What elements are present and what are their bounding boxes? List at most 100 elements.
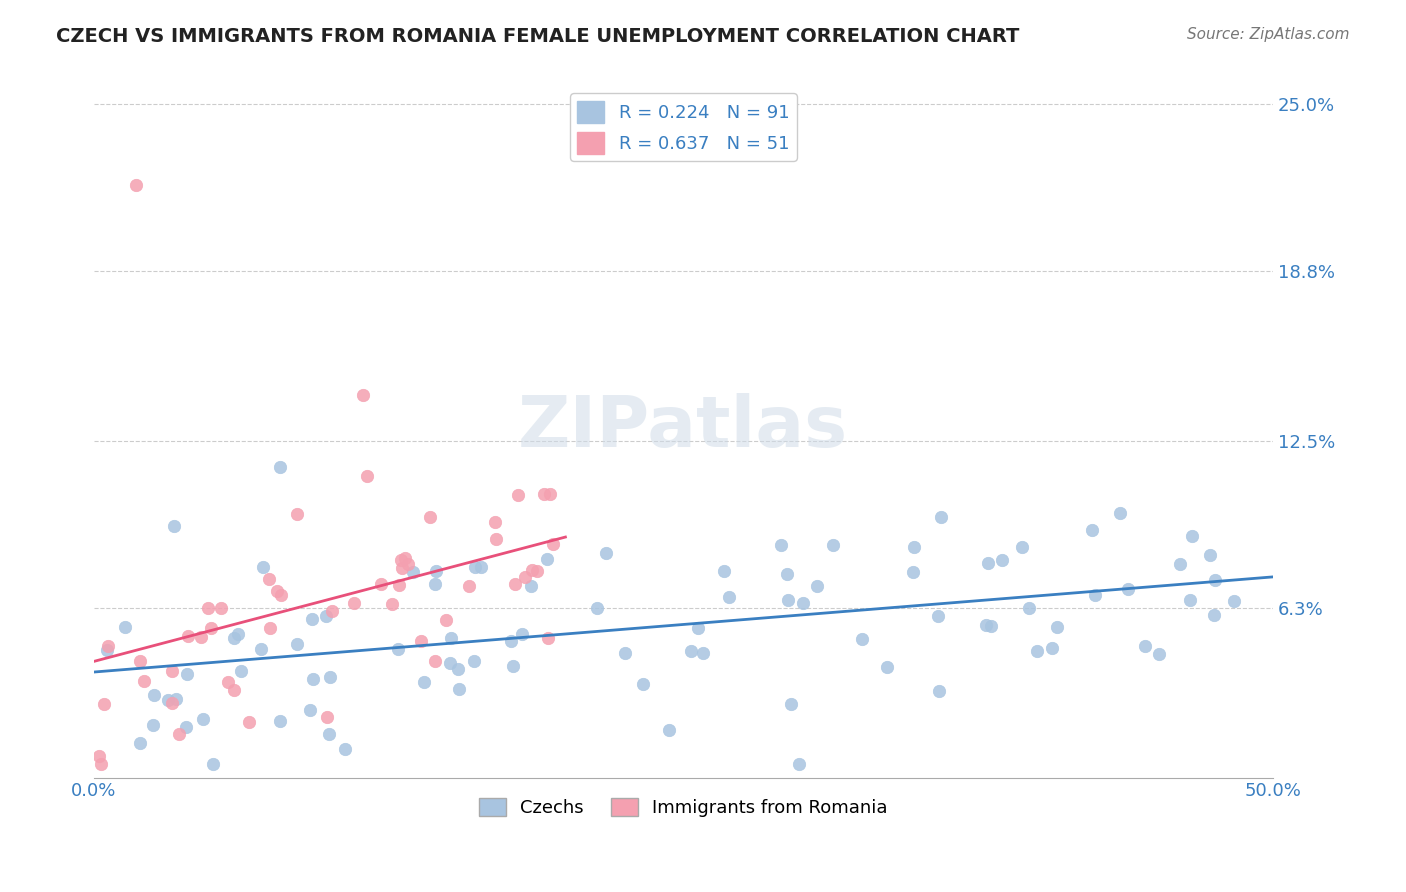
Point bbox=[631, 677, 654, 691]
Point bbox=[412, 675, 434, 690]
Point bbox=[447, 662, 470, 676]
Point bbox=[1223, 594, 1246, 608]
Point bbox=[1081, 523, 1104, 537]
Point bbox=[391, 560, 413, 574]
Point bbox=[165, 692, 187, 706]
Point bbox=[87, 748, 110, 763]
Point bbox=[470, 560, 492, 574]
Point bbox=[991, 553, 1014, 567]
Point bbox=[780, 697, 803, 711]
Point bbox=[143, 688, 166, 702]
Point bbox=[792, 596, 814, 610]
Point bbox=[93, 697, 115, 711]
Point bbox=[169, 727, 191, 741]
Point bbox=[318, 727, 340, 741]
Point bbox=[319, 670, 342, 684]
Point bbox=[976, 556, 998, 570]
Legend: Czechs, Immigrants from Romania: Czechs, Immigrants from Romania bbox=[471, 790, 896, 824]
Point bbox=[903, 540, 925, 554]
Point bbox=[806, 579, 828, 593]
Point bbox=[1026, 644, 1049, 658]
Point bbox=[252, 559, 274, 574]
Point bbox=[821, 538, 844, 552]
Point bbox=[537, 631, 560, 645]
Point bbox=[713, 564, 735, 578]
Point bbox=[132, 673, 155, 688]
Point bbox=[298, 703, 321, 717]
Point bbox=[776, 567, 799, 582]
Point bbox=[250, 642, 273, 657]
Point bbox=[160, 664, 183, 678]
Point bbox=[190, 630, 212, 644]
Point bbox=[343, 596, 366, 610]
Point bbox=[1180, 593, 1202, 607]
Point bbox=[484, 516, 506, 530]
Point bbox=[387, 642, 409, 657]
Point bbox=[301, 612, 323, 626]
Point bbox=[269, 714, 291, 728]
Point bbox=[285, 637, 308, 651]
Point bbox=[266, 584, 288, 599]
Point bbox=[217, 675, 239, 690]
Point bbox=[927, 608, 949, 623]
Point bbox=[1042, 640, 1064, 655]
Point bbox=[388, 578, 411, 592]
Point bbox=[463, 654, 485, 668]
Point bbox=[425, 576, 447, 591]
Point bbox=[125, 178, 148, 193]
Point bbox=[238, 715, 260, 730]
Point bbox=[436, 613, 458, 627]
Point bbox=[520, 563, 543, 577]
Point bbox=[200, 622, 222, 636]
Point bbox=[333, 742, 356, 756]
Point bbox=[901, 565, 924, 579]
Point bbox=[352, 388, 374, 402]
Point bbox=[770, 538, 793, 552]
Point bbox=[787, 757, 810, 772]
Point bbox=[90, 757, 112, 772]
Text: CZECH VS IMMIGRANTS FROM ROMANIA FEMALE UNEMPLOYMENT CORRELATION CHART: CZECH VS IMMIGRANTS FROM ROMANIA FEMALE … bbox=[56, 27, 1019, 45]
Point bbox=[717, 590, 740, 604]
Point bbox=[1204, 607, 1226, 622]
Point bbox=[209, 601, 232, 615]
Point bbox=[302, 672, 325, 686]
Text: Source: ZipAtlas.com: Source: ZipAtlas.com bbox=[1187, 27, 1350, 42]
Point bbox=[315, 609, 337, 624]
Point bbox=[257, 572, 280, 586]
Point bbox=[381, 597, 404, 611]
Point bbox=[370, 577, 392, 591]
Point bbox=[1198, 548, 1220, 562]
Point bbox=[499, 633, 522, 648]
Point bbox=[321, 604, 343, 618]
Point bbox=[463, 559, 485, 574]
Point bbox=[692, 646, 714, 660]
Point bbox=[270, 588, 292, 602]
Point bbox=[976, 617, 998, 632]
Point bbox=[613, 646, 636, 660]
Point bbox=[1181, 529, 1204, 543]
Point bbox=[778, 592, 800, 607]
Point bbox=[191, 712, 214, 726]
Point bbox=[980, 619, 1002, 633]
Point bbox=[520, 579, 543, 593]
Point bbox=[269, 459, 291, 474]
Point bbox=[586, 600, 609, 615]
Point bbox=[485, 533, 508, 547]
Point bbox=[356, 469, 378, 483]
Point bbox=[226, 626, 249, 640]
Point bbox=[502, 659, 524, 673]
Point bbox=[876, 659, 898, 673]
Point bbox=[259, 621, 281, 635]
Point bbox=[222, 631, 245, 645]
Point bbox=[174, 720, 197, 734]
Point bbox=[1118, 582, 1140, 597]
Point bbox=[197, 601, 219, 615]
Point bbox=[851, 632, 873, 646]
Point bbox=[163, 518, 186, 533]
Point bbox=[97, 639, 120, 653]
Point bbox=[1046, 620, 1069, 634]
Point bbox=[541, 537, 564, 551]
Point bbox=[526, 565, 548, 579]
Point bbox=[401, 565, 423, 579]
Point bbox=[114, 620, 136, 634]
